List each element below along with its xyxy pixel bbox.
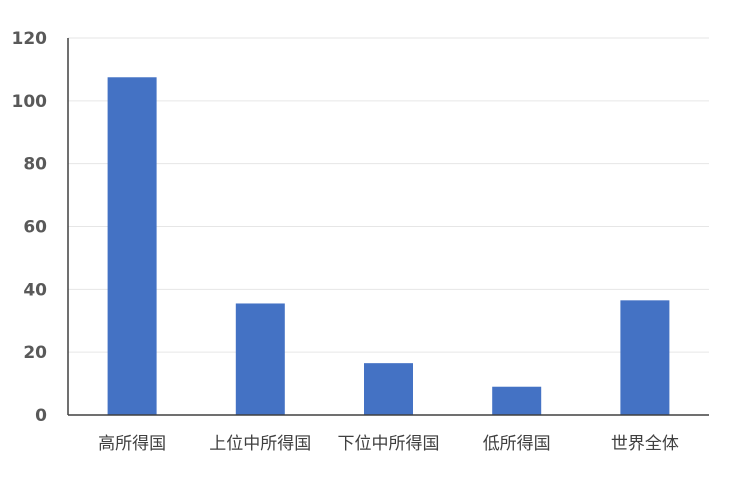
y-tick-label: 100: [12, 92, 48, 112]
y-tick-label: 60: [23, 218, 47, 238]
x-category-label: 上位中所得国: [209, 434, 311, 454]
x-category-label: 高所得国: [98, 434, 166, 454]
bars: [107, 77, 670, 415]
y-tick-label: 0: [35, 406, 47, 426]
y-tick-label: 120: [12, 29, 48, 49]
x-axis-category-labels: 高所得国 上位中所得国 下位中所得国 低所得国 世界全体: [98, 434, 679, 454]
x-category-label: 下位中所得国: [338, 434, 440, 454]
x-category-label: 世界全体: [611, 434, 679, 454]
bar: [107, 77, 157, 415]
y-axis-tick-labels: 0 20 40 60 80 100 120: [12, 29, 48, 426]
gridlines: [68, 37, 709, 353]
bar: [235, 303, 285, 415]
bar: [492, 386, 542, 415]
y-tick-label: 40: [23, 280, 47, 300]
bar: [620, 300, 670, 415]
y-tick-label: 20: [23, 343, 47, 363]
bar: [364, 363, 413, 415]
x-category-label: 低所得国: [483, 434, 551, 454]
y-tick-label: 80: [23, 155, 47, 175]
